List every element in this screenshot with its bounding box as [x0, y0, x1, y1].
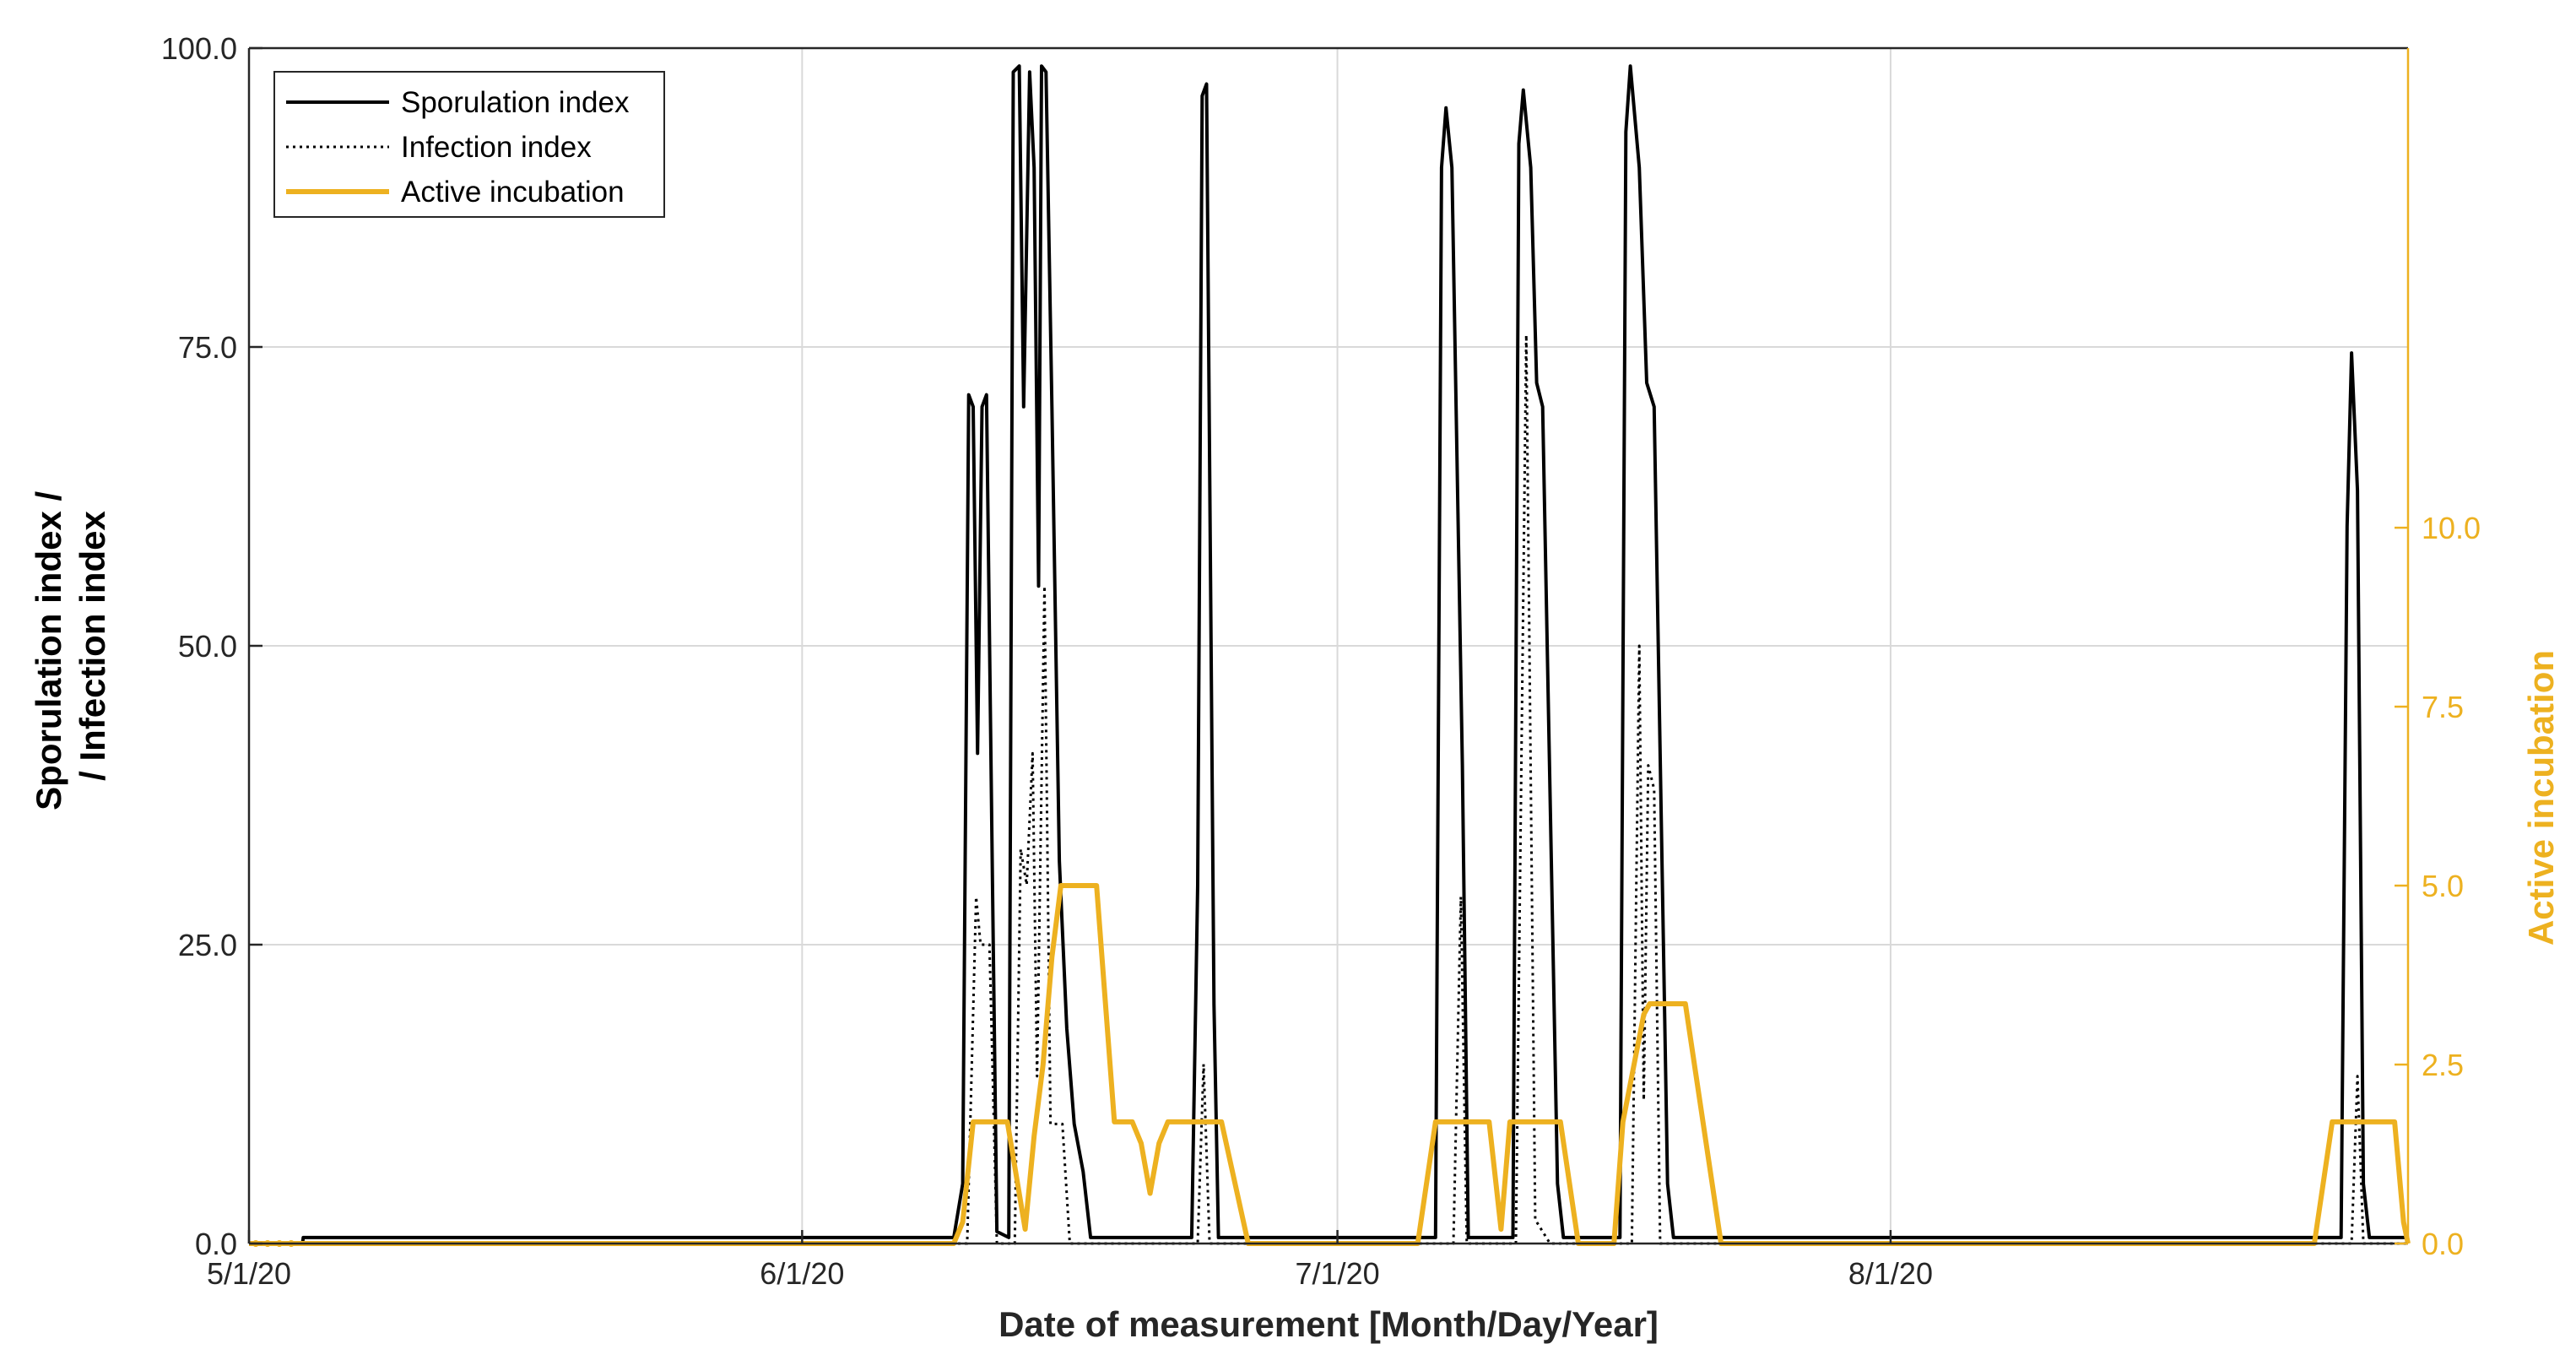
y-left-tick-label: 0.0 — [195, 1227, 237, 1261]
y-right-tick-label: 5.0 — [2422, 869, 2464, 903]
y-left-tick-label: 75.0 — [178, 330, 237, 365]
y-left-tick-label: 100.0 — [161, 31, 237, 66]
axes — [247, 46, 2410, 1245]
y-axis-right-title: Active incubation — [2521, 650, 2561, 946]
y-right-tick-label: 10.0 — [2422, 511, 2481, 545]
y-right-tick-label: 0.0 — [2422, 1227, 2464, 1261]
y-left-tick-label: 50.0 — [178, 629, 237, 664]
x-tick-label: 7/1/20 — [1296, 1256, 1380, 1291]
y-axis-left-title-line-2: / Infection index — [73, 511, 112, 781]
tick-labels: 5/1/20 6/1/20 7/1/20 8/1/20 0.0 25.0 50.0 75.0 1… — [161, 31, 2481, 1291]
y-left-tick-label: 25.0 — [178, 928, 237, 962]
axis-titles: Date of measurement [Month/Day/Year] Spo… — [29, 481, 2561, 1345]
x-axis-title: Date of measurement [Month/Day/Year] — [998, 1304, 1659, 1344]
series-line-sporulation-index — [249, 64, 2408, 1245]
y-axis-left-title-line-1: Sporulation index / — [29, 491, 68, 810]
x-tick-label: 5/1/20 — [207, 1256, 291, 1291]
y-right-tick-label: 2.5 — [2422, 1048, 2464, 1082]
y-right-tick-label: 7.5 — [2422, 690, 2464, 724]
legend-label: Active incubation — [401, 176, 625, 209]
legend-label: Sporulation index — [401, 86, 630, 119]
x-tick-label: 6/1/20 — [760, 1256, 844, 1291]
legend: Sporulation index Infection index Active i… — [273, 71, 665, 218]
legend-label: Infection index — [401, 131, 592, 164]
y-axis-left-title: Sporulation index / / Infection index — [29, 481, 112, 810]
x-tick-label: 8/1/20 — [1848, 1256, 1933, 1291]
